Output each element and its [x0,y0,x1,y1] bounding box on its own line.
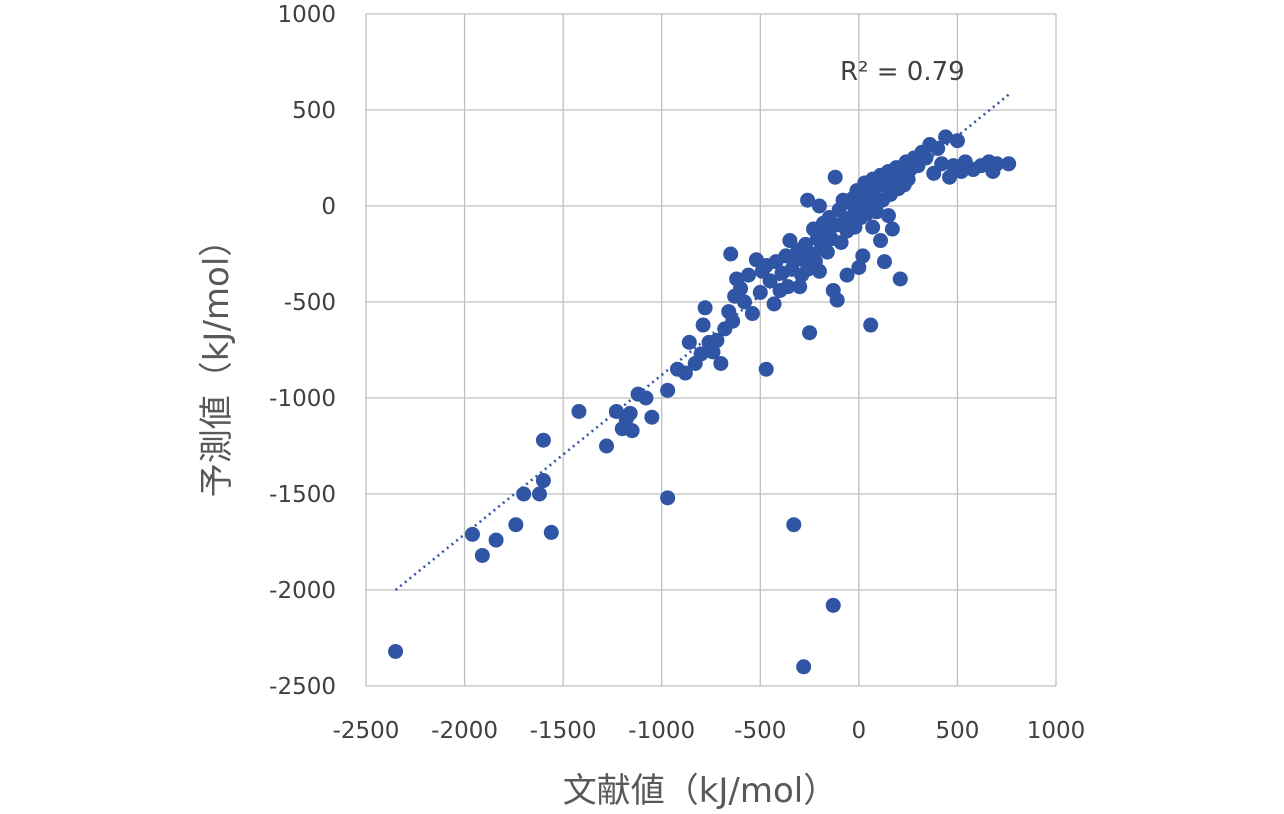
data-point [644,409,660,425]
data-point [811,263,827,279]
data-point [695,317,711,333]
data-point [725,313,741,329]
data-point [847,219,863,235]
y-tick-label: -2000 [269,578,336,604]
y-tick-label: -500 [284,290,336,316]
data-point [938,129,954,145]
data-point [865,219,881,235]
y-tick-label: -1000 [269,386,336,412]
data-point [869,204,885,220]
data-point [1001,156,1017,172]
data-point [780,279,796,295]
y-tick-label: -2500 [269,674,336,700]
data-point [535,432,551,448]
data-point [737,294,753,310]
data-point [829,292,845,308]
data-point [677,365,693,381]
x-tick-label: 500 [935,718,979,744]
data-point [744,306,760,322]
y-tick-label: 500 [292,98,336,124]
grid-lines [365,13,1057,687]
data-point [792,279,808,295]
data-point [758,361,774,377]
x-tick-label: -2000 [431,718,498,744]
data-point [723,246,739,262]
data-point [930,140,946,156]
data-points [388,129,1017,675]
data-point [819,244,835,260]
data-point [942,169,958,185]
data-point [733,281,749,297]
data-point [802,325,818,341]
data-point [796,659,812,675]
data-point [622,405,638,421]
data-point [388,643,404,659]
data-point [464,526,480,542]
x-tick-label: -1500 [530,718,597,744]
data-point [989,156,1005,172]
x-tick-label: -500 [734,718,786,744]
data-point [855,248,871,264]
y-axis-title: 予測値（kJ/mol） [197,223,237,498]
data-point [949,133,965,149]
data-point [851,259,867,275]
data-point [918,150,934,166]
data-point [884,221,900,237]
data-point [693,346,709,362]
data-point [811,198,827,214]
data-point [892,271,908,287]
data-point [474,547,490,563]
data-point [800,192,816,208]
data-point [638,390,654,406]
data-point [681,334,697,350]
data-point [488,532,504,548]
x-tick-label: -1000 [628,718,695,744]
data-point [535,473,551,489]
data-point [543,524,559,540]
data-point [599,438,615,454]
x-tick-label: -2500 [333,718,400,744]
data-point [825,597,841,613]
data-point [571,403,587,419]
data-point [660,490,676,506]
x-tick-labels: -2500 -2000 -1500 -1000 -500 0 500 1000 [333,718,1086,744]
data-point [531,486,547,502]
data-point [508,517,524,533]
data-point [752,284,768,300]
data-point [786,517,802,533]
data-point [880,208,896,224]
y-tick-label: -1500 [269,482,336,508]
data-point [624,423,640,439]
data-point [873,233,889,249]
data-point [934,156,950,172]
data-point [697,300,713,316]
data-point [863,317,879,333]
r-squared-annotation: R² = 0.79 [840,57,965,87]
data-point [740,267,756,283]
data-point [709,332,725,348]
x-tick-label: 0 [852,718,867,744]
data-point [762,273,778,289]
data-point [833,234,849,250]
y-tick-labels: -2500 -2000 -1500 -1000 -500 0 500 1000 [269,2,336,700]
data-point [516,486,532,502]
y-tick-label: 0 [321,194,336,220]
x-tick-label: 1000 [1027,718,1086,744]
data-point [713,355,729,371]
data-point [660,382,676,398]
x-axis-title: 文献値（kJ/mol） [563,771,838,811]
data-point [876,254,892,270]
data-point [827,169,843,185]
data-point [705,344,721,360]
data-point [839,267,855,283]
data-point [766,296,782,312]
y-tick-label: 1000 [277,2,336,28]
